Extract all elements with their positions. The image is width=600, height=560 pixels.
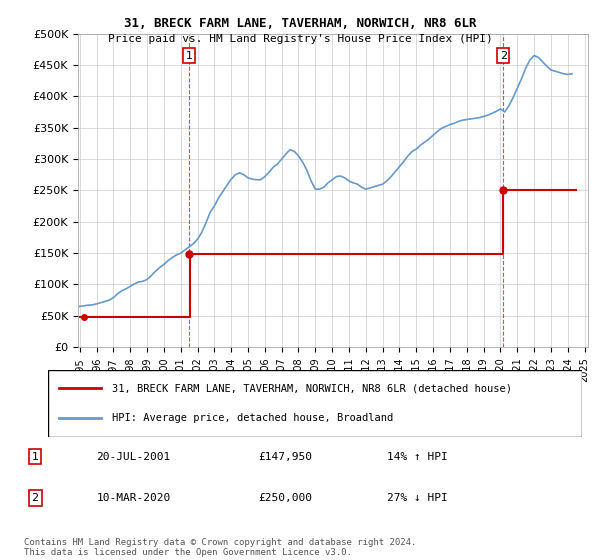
Text: 2: 2: [500, 50, 507, 60]
Text: 31, BRECK FARM LANE, TAVERHAM, NORWICH, NR8 6LR: 31, BRECK FARM LANE, TAVERHAM, NORWICH, …: [124, 17, 476, 30]
FancyBboxPatch shape: [48, 370, 582, 437]
Text: 20-JUL-2001: 20-JUL-2001: [97, 451, 171, 461]
Text: 14% ↑ HPI: 14% ↑ HPI: [387, 451, 448, 461]
Text: 1: 1: [32, 451, 38, 461]
Text: Price paid vs. HM Land Registry's House Price Index (HPI): Price paid vs. HM Land Registry's House …: [107, 34, 493, 44]
Text: £147,950: £147,950: [259, 451, 313, 461]
Text: Contains HM Land Registry data © Crown copyright and database right 2024.
This d: Contains HM Land Registry data © Crown c…: [24, 538, 416, 557]
Text: HPI: Average price, detached house, Broadland: HPI: Average price, detached house, Broa…: [112, 413, 394, 423]
Text: 10-MAR-2020: 10-MAR-2020: [97, 493, 171, 503]
Text: 1: 1: [185, 50, 193, 60]
Text: £250,000: £250,000: [259, 493, 313, 503]
Text: 31, BRECK FARM LANE, TAVERHAM, NORWICH, NR8 6LR (detached house): 31, BRECK FARM LANE, TAVERHAM, NORWICH, …: [112, 384, 512, 394]
Text: 2: 2: [32, 493, 39, 503]
Text: 27% ↓ HPI: 27% ↓ HPI: [387, 493, 448, 503]
